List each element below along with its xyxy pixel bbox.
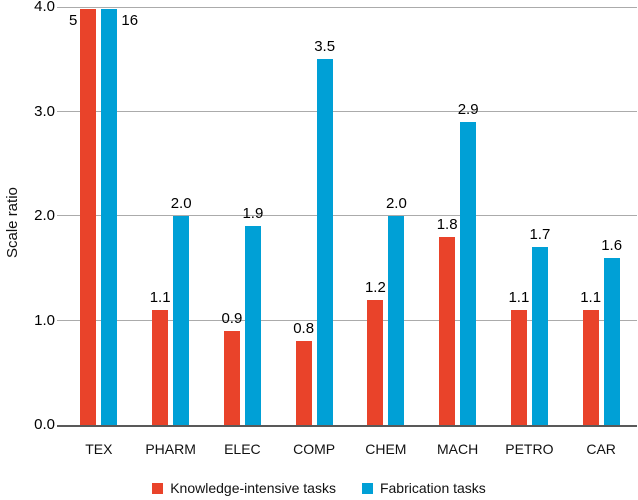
plot-area: 5 16 1.1 2.0 0.9 1.9 0.8 3.5 1.2 2.0 1.8 2.9 1.1 1.7 1… [57, 7, 637, 425]
x-axis-label: ELEC [224, 441, 261, 457]
bar [603, 257, 620, 425]
bar [295, 341, 312, 425]
x-axis-label: CHEM [365, 441, 407, 457]
bar [152, 310, 169, 425]
bar-value-label: 1.9 [242, 205, 264, 223]
bar [316, 59, 333, 425]
bar-value-label: 5 [69, 12, 78, 29]
gridline [57, 215, 637, 216]
x-axis-line [57, 425, 637, 427]
bar-value-label: 1.1 [508, 289, 530, 307]
x-axis-label: COMP [293, 441, 336, 457]
bar [367, 299, 384, 425]
gridline [57, 7, 637, 8]
bar-value-label: 1.2 [364, 278, 386, 296]
legend: Knowledge-intensive tasks Fabrication tas… [0, 480, 638, 496]
x-axis-label: PETRO [505, 441, 554, 457]
bar [388, 216, 405, 425]
bar-value-label: 1.6 [601, 236, 623, 254]
legend-item: Knowledge-intensive tasks [152, 480, 336, 496]
legend-label: Knowledge-intensive tasks [170, 480, 336, 496]
bar [460, 121, 477, 425]
bar-value-label: 3.5 [314, 38, 336, 56]
y-tick-label: 4.0 [34, 0, 55, 15]
bar-value-label: 1.1 [580, 289, 602, 307]
x-axis-label: MACH [437, 441, 479, 457]
legend-item: Fabrication tasks [361, 480, 486, 496]
bar [173, 216, 190, 425]
x-axis-label: TEX [85, 441, 113, 457]
bar-value-label: 2.0 [385, 195, 407, 212]
legend-color-swatch [361, 482, 373, 494]
bar [582, 310, 599, 425]
gridline [57, 110, 637, 112]
legend-label: Fabrication tasks [379, 480, 486, 496]
bar-value-label: 0.9 [221, 309, 243, 327]
bar-value-label: 2.0 [170, 195, 192, 212]
bar [80, 9, 97, 425]
x-axis-label: PHARM [145, 441, 196, 457]
bar [101, 9, 118, 425]
bar-value-label: 1.8 [436, 215, 458, 233]
legend-color-swatch [152, 482, 164, 494]
y-tick-label: 0.0 [34, 416, 55, 433]
bar-value-label: 2.9 [457, 100, 479, 118]
bar [244, 226, 261, 425]
gridline [57, 319, 637, 321]
bar [510, 310, 527, 425]
bar-value-label: 1.7 [529, 226, 551, 244]
bar [439, 236, 456, 425]
bar-value-label: 1.1 [149, 289, 171, 307]
bar-value-label: 0.8 [293, 320, 315, 338]
bar-value-label: 16 [121, 12, 139, 29]
y-tick-label: 2.0 [34, 207, 55, 224]
bar [531, 247, 548, 425]
y-tick-label: 3.0 [34, 102, 55, 120]
x-axis-label: CAR [586, 441, 616, 457]
bar [223, 330, 240, 425]
y-tick-label: 1.0 [34, 311, 55, 329]
